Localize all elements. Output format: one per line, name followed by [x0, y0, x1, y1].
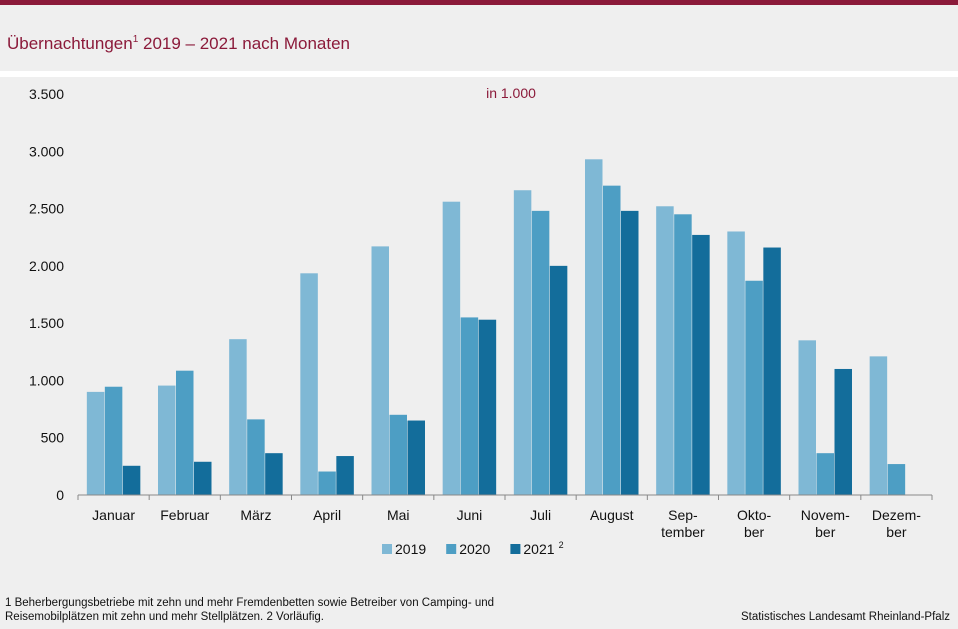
bar-2020-juni — [460, 317, 479, 495]
bar-2019-oktober — [727, 231, 745, 495]
bar-2020-november — [816, 453, 834, 495]
bar-2020-januar — [104, 386, 123, 495]
bar-2019-juli — [513, 190, 532, 495]
bar-2021-mai — [407, 420, 425, 495]
bar-2019-november — [798, 340, 816, 495]
legend-swatch-2020 — [446, 544, 457, 554]
bar-2021-februar — [194, 461, 212, 495]
y-tick-label: 2.500 — [29, 201, 64, 217]
bar-2021-november — [834, 368, 852, 495]
unit-label: in 1.000 — [486, 85, 536, 101]
bar-2020-august — [603, 185, 621, 495]
legend-swatch-2019 — [382, 544, 392, 554]
bar-chart: 0 500 1.000 1.500 2.000 2.500 3.000 3.500 in 1.0… — [29, 85, 933, 557]
x-tick-label: März — [240, 507, 271, 523]
bar-2020-mai — [389, 414, 407, 495]
y-tick-label: 1.500 — [29, 315, 64, 331]
chart-title: Übernachtungen1 2019 – 2021 nach Monaten — [7, 34, 350, 54]
bar-2019-mai — [371, 246, 389, 495]
bar-2021-september — [692, 234, 710, 495]
bar-2021-juli — [549, 265, 568, 495]
bar-2021-april — [336, 456, 354, 495]
bar-2020-juli — [531, 210, 550, 495]
bar-2021-juni — [478, 319, 497, 495]
y-tick-label: 2.000 — [29, 258, 64, 274]
bar-2021-januar — [122, 465, 141, 495]
x-tick-label: Juni — [457, 507, 483, 523]
x-tick-label: Mai — [387, 507, 410, 523]
bar-2020-dezember — [887, 464, 906, 495]
x-tick-label: August — [590, 507, 634, 523]
bar-2021-oktober — [763, 247, 781, 495]
bar-2020-oktober — [745, 280, 763, 495]
title-bar: Übernachtungen1 2019 – 2021 nach Monaten — [0, 5, 958, 71]
legend-footnote-mark: 2 — [559, 540, 564, 550]
bar-2019-april — [300, 273, 318, 495]
bar-2019-januar — [86, 391, 105, 495]
chart-title-main: Übernachtungen — [7, 34, 133, 53]
x-tick-label: ber — [815, 524, 836, 540]
legend-label-2019: 2019 — [395, 541, 426, 557]
chart-title-rest: 2019 – 2021 nach Monaten — [138, 34, 351, 53]
footnote: 1 Beherbergungsbetriebe mit zehn und meh… — [5, 597, 495, 623]
bar-2019-juni — [442, 201, 461, 495]
y-tick-label: 500 — [41, 430, 65, 446]
x-tick-label: Februar — [160, 507, 209, 523]
bar-2019-märz — [229, 339, 247, 495]
x-tick-label: Okto- — [737, 507, 772, 523]
y-tick-label: 0 — [56, 487, 64, 503]
bar-2020-märz — [247, 419, 265, 495]
bar-2020-februar — [176, 370, 194, 495]
x-tick-label: ber — [886, 524, 907, 540]
y-tick-label: 3.500 — [29, 86, 64, 102]
x-tick-label: April — [313, 507, 341, 523]
x-tick-label: Sep- — [668, 507, 698, 523]
bar-2019-februar — [158, 385, 176, 495]
x-tick-label: Januar — [92, 507, 135, 523]
bar-2021-august — [621, 210, 639, 495]
legend-label-2020: 2020 — [459, 541, 490, 557]
bar-2019-dezember — [869, 356, 888, 495]
x-tick-label: Novem- — [801, 507, 850, 523]
bar-2019-september — [656, 206, 674, 495]
source-credit: Statistisches Landesamt Rheinland-Pfalz — [740, 611, 950, 623]
bar-2021-märz — [265, 453, 283, 495]
legend-swatch-2021 — [510, 544, 521, 554]
x-tick-label: Juli — [530, 507, 551, 523]
x-tick-label: ber — [744, 524, 765, 540]
bar-2020-september — [674, 214, 692, 496]
chart-title-footnote-mark: 1 — [132, 34, 139, 45]
top-accent-rule — [0, 0, 958, 5]
x-tick-label: tember — [661, 524, 705, 540]
bar-2019-august — [585, 159, 603, 495]
legend-label-2021: 2021 — [523, 541, 554, 557]
y-tick-label: 3.000 — [29, 143, 64, 159]
x-tick-label: Dezem- — [872, 507, 921, 523]
y-tick-label: 1.000 — [29, 372, 64, 388]
bar-2020-april — [318, 471, 336, 495]
title-separator — [0, 71, 958, 77]
